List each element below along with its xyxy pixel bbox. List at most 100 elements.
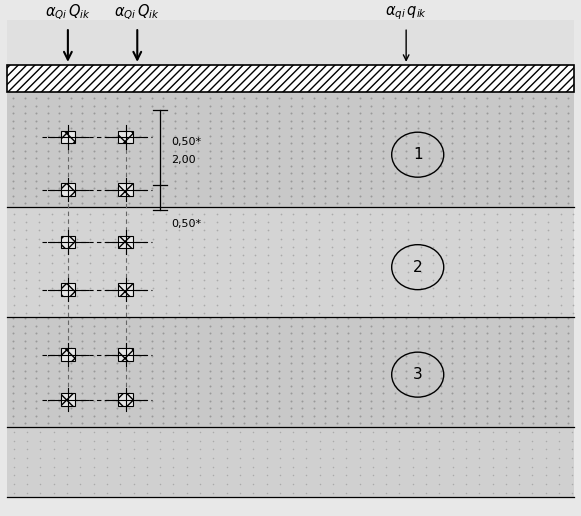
Point (286, 351, 295, 360)
Point (31, 359, 41, 367)
Point (135, 321, 145, 330)
Point (552, 359, 561, 367)
Point (328, 462, 338, 471)
Point (505, 284, 514, 292)
Point (123, 218, 132, 226)
Point (135, 381, 145, 390)
Point (332, 359, 342, 367)
Point (332, 176, 342, 185)
Point (193, 109, 203, 117)
Point (436, 169, 446, 178)
Point (297, 381, 307, 390)
Point (461, 480, 471, 488)
Point (174, 209, 184, 218)
Point (78, 94, 87, 102)
Point (85, 292, 95, 300)
Point (205, 404, 214, 412)
Point (436, 321, 446, 330)
Point (170, 147, 180, 155)
Point (321, 336, 330, 345)
Point (85, 284, 95, 292)
Point (174, 300, 184, 309)
Point (149, 218, 158, 226)
Point (55, 314, 64, 322)
Point (135, 366, 145, 375)
Point (78, 147, 87, 155)
Point (136, 234, 145, 243)
Point (8, 366, 17, 375)
Point (249, 445, 258, 454)
Point (136, 276, 145, 284)
Point (136, 259, 145, 267)
Point (297, 199, 307, 207)
Point (556, 267, 565, 276)
Point (328, 488, 338, 496)
Point (239, 162, 249, 170)
Point (222, 454, 231, 462)
Point (321, 366, 330, 375)
Point (442, 209, 451, 218)
Point (344, 366, 353, 375)
Point (187, 300, 196, 309)
Point (225, 243, 235, 251)
Point (8, 321, 17, 330)
Point (135, 162, 145, 170)
Point (135, 169, 145, 178)
Point (302, 428, 311, 437)
Point (390, 259, 400, 267)
Point (9, 284, 18, 292)
Point (390, 251, 400, 259)
Point (250, 209, 260, 218)
Point (365, 209, 374, 218)
Point (174, 267, 184, 276)
Point (340, 300, 349, 309)
Point (43, 366, 52, 375)
Point (482, 109, 492, 117)
Point (309, 404, 318, 412)
Point (564, 321, 573, 330)
Point (60, 209, 69, 218)
Point (168, 488, 178, 496)
Point (332, 366, 342, 375)
Point (8, 336, 17, 345)
Point (475, 488, 484, 496)
Point (89, 396, 99, 405)
Point (488, 480, 497, 488)
Point (448, 419, 457, 427)
Point (156, 480, 165, 488)
Point (401, 329, 411, 337)
Point (529, 176, 538, 185)
Point (401, 374, 411, 382)
Point (436, 336, 446, 345)
Point (332, 336, 342, 345)
Point (66, 139, 76, 148)
Point (425, 102, 434, 110)
Point (116, 471, 125, 479)
Point (274, 154, 284, 163)
Point (454, 309, 464, 317)
Point (425, 366, 434, 375)
Point (135, 147, 145, 155)
Point (543, 309, 553, 317)
Point (528, 437, 537, 445)
Point (20, 124, 29, 132)
Point (239, 321, 249, 330)
Point (454, 209, 464, 218)
Point (365, 234, 374, 243)
Point (228, 396, 237, 405)
Point (187, 292, 196, 300)
Point (251, 359, 260, 367)
Point (564, 199, 573, 207)
Point (395, 437, 404, 445)
Point (378, 218, 387, 226)
Point (302, 462, 311, 471)
Point (479, 243, 489, 251)
Point (217, 344, 226, 352)
Point (89, 437, 98, 445)
Point (147, 314, 156, 322)
Point (471, 117, 480, 125)
Point (249, 471, 258, 479)
Point (401, 191, 411, 200)
Point (205, 191, 214, 200)
Point (448, 199, 457, 207)
